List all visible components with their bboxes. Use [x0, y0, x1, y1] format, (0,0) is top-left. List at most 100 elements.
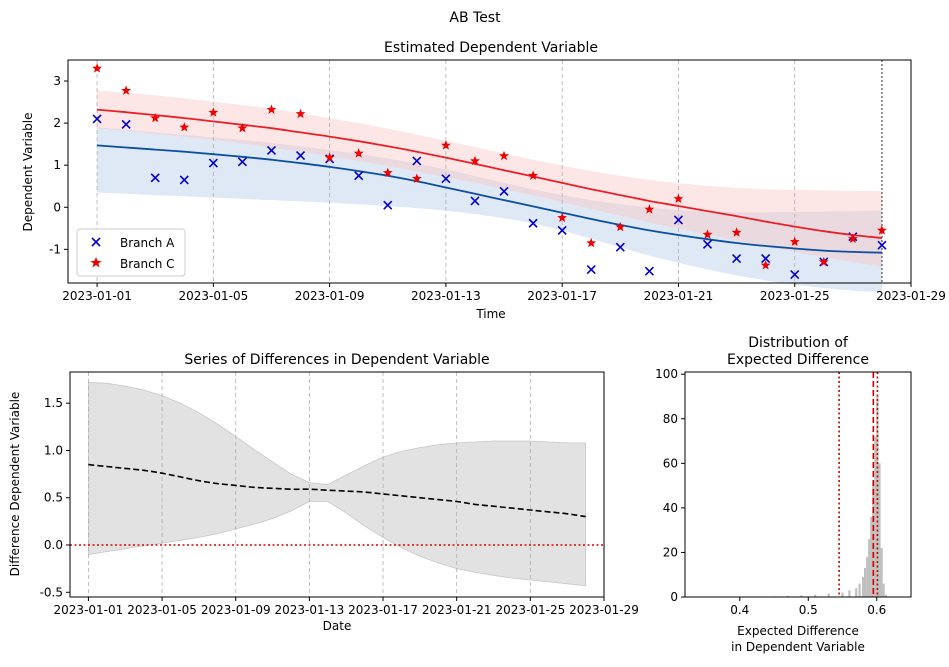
data-point-branch-c [150, 112, 161, 123]
chart-title: Series of Differences in Dependent Varia… [184, 352, 489, 368]
data-point-branch-a [702, 239, 713, 249]
legend-box [76, 228, 186, 277]
data-point-branch-a [557, 225, 567, 235]
histogram-bar [841, 592, 844, 597]
data-point-branch-c [702, 229, 713, 239]
data-point-branch-c [615, 221, 626, 232]
data-point-branch-a [644, 266, 654, 276]
legend-marker-branch-a [91, 237, 101, 247]
data-point-branch-c [295, 108, 306, 119]
confidence-band [88, 381, 586, 587]
data-point-branch-c [237, 123, 248, 133]
data-point-branch-a [179, 175, 189, 185]
y-tick-label: 1.0 [44, 443, 63, 457]
data-point-branch-c [208, 107, 219, 117]
figure-suptitle: AB Test [449, 10, 501, 26]
data-point-branch-c [586, 237, 597, 248]
data-point-branch-a [295, 150, 306, 161]
histogram-bars [772, 396, 887, 597]
axes-frame [684, 371, 912, 598]
data-point-branch-a [383, 200, 393, 210]
axes-frame [67, 59, 912, 284]
legend: Branch A Branch C [76, 228, 186, 277]
x-tick-label: 0.5 [799, 603, 818, 617]
histogram-bar [864, 568, 867, 597]
histogram-bar [862, 577, 865, 597]
data-point-branch-a [761, 254, 771, 264]
chart-series-of-differences: Series of Differences in Dependent Varia… [8, 352, 639, 633]
data-point-branch-c [847, 233, 858, 243]
axes: 2023-01-01 2023-01-05 2023-01-09 2023-01-13… [40, 371, 639, 617]
axes: 0.4 0.5 0.6 100 80 60 40 20 0 [655, 367, 912, 617]
data-point-branch-a [528, 218, 538, 228]
histogram-bar [884, 594, 887, 597]
data-point-branch-a [412, 156, 422, 166]
data-point-branch-a [441, 174, 451, 184]
data-point-branch-c [818, 256, 829, 267]
x-tick-label: 2023-01-01 [62, 289, 132, 303]
data-point-branch-a [877, 240, 887, 250]
data-point-branch-c [557, 212, 568, 222]
y-axis-label: Dependent Variable [21, 113, 35, 232]
data-point-branch-c [92, 63, 102, 73]
data-point-branch-c [644, 204, 655, 214]
data-point-branch-a [354, 171, 364, 181]
histogram-bar [786, 595, 789, 597]
y-tick-label: 40 [663, 501, 678, 515]
data-point-branch-a [266, 145, 277, 156]
x-axis-label: Time [475, 307, 505, 321]
difference-line [88, 463, 586, 518]
data-point-branch-c [528, 170, 538, 180]
chart-estimated-dependent-variable: Estimated Dependent Variable Time Depend… [21, 40, 946, 321]
x-tick-label: 2023-01-05 [127, 603, 197, 617]
histogram-bar [880, 548, 883, 597]
x-tick-label: 2023-01-17 [527, 289, 597, 303]
data-marks [92, 63, 887, 280]
confidence-band-difference [88, 381, 586, 587]
x-tick-label: 0.4 [730, 603, 749, 617]
data-point-branch-a [790, 270, 800, 280]
histogram-bar [870, 516, 873, 597]
y-tick-label: 2 [53, 116, 61, 130]
x-tick-label: 2023-01-13 [275, 603, 345, 617]
confidence-bands [97, 90, 882, 293]
y-tick-label: -1 [49, 242, 61, 256]
y-axis-label: Difference Dependent Variable [8, 392, 22, 577]
data-point-branch-c [324, 152, 335, 162]
histogram-bar [878, 463, 881, 597]
data-marks [70, 463, 604, 546]
data-point-branch-a [615, 242, 625, 252]
y-tick-label: 80 [663, 412, 678, 426]
data-point-branch-a [673, 215, 684, 225]
data-point-branch-c [789, 236, 800, 246]
data-point-branch-c [877, 225, 887, 235]
data-point-branch-c [179, 122, 190, 132]
confidence-band-series-0 [97, 127, 882, 293]
legend-marker-branch-c [90, 257, 102, 268]
y-tick-label: 20 [663, 545, 678, 559]
histogram-bar [814, 594, 817, 597]
histogram-bar [855, 588, 858, 597]
y-tick-label: 100 [655, 367, 678, 381]
histogram-bar [800, 595, 803, 597]
chart-distribution-of-expected-difference: Distribution of Expected Difference Expe… [655, 335, 912, 654]
histogram-bar [874, 436, 877, 597]
trend-line-branch-c [97, 108, 882, 239]
data-point-branch-c [673, 193, 684, 204]
x-tick-label: 2023-01-29 [569, 603, 639, 617]
x-tick-label: 2023-01-05 [178, 289, 248, 303]
y-tick-label: 1.5 [44, 396, 63, 410]
data-point-branch-c [266, 104, 277, 114]
data-point-branch-c [411, 173, 422, 183]
x-tick-label: 2023-01-21 [422, 603, 492, 617]
chart-title-line-1: Distribution of [748, 335, 849, 351]
data-point-branch-a [121, 119, 131, 129]
y-tick-label: 0 [670, 590, 678, 604]
data-point-branch-c [470, 155, 480, 166]
x-axis-label-line-1: Expected Difference [737, 624, 859, 638]
x-axis-label-line-2: in Dependent Variable [731, 640, 865, 654]
data-point-branch-c [760, 260, 771, 270]
data-point-branch-a [150, 173, 160, 183]
data-point-branch-a [499, 186, 509, 196]
